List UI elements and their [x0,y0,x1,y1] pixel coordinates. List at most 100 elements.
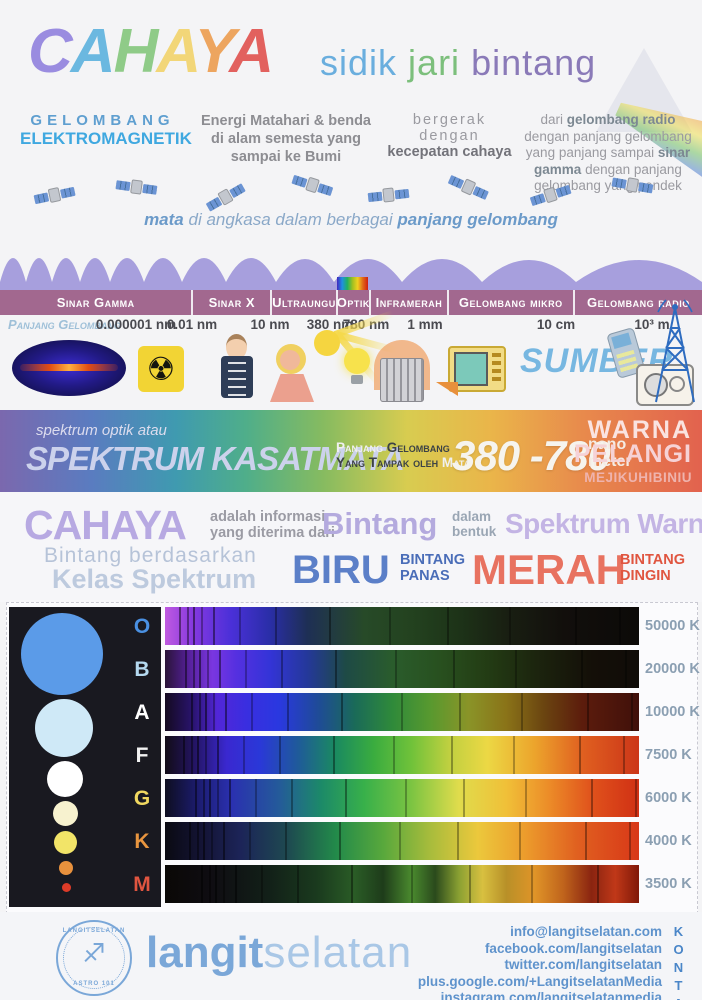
band-inframerah: Inframerah [369,290,447,315]
title-letter: C [28,17,73,86]
absorption-lines [183,736,185,774]
band-ultraungu: Ultraungu [270,290,335,315]
satellites-row [0,174,702,214]
temperature-label: 50000 K [645,618,700,634]
satellite-icon [447,172,490,201]
cahaya-word: CAHAYA [24,502,187,548]
bintang-dingin-text: BINTANG DINGIN [620,552,685,584]
temperature-column: 50000 K 20000 K 10000 K 7500 K 6000 K 40… [645,607,700,908]
absorption-lines [201,865,203,903]
spectrum-row-M [165,865,639,903]
title-letter: A [70,17,116,86]
class-letter-A: A [134,701,150,724]
temperature-label: 6000 K [645,790,692,806]
absorption-lines [191,693,193,731]
optical-rainbow-chip [337,277,368,290]
temperature-label: 10000 K [645,704,700,720]
star-circle-G [53,801,78,826]
spectrum-row-K [165,822,639,860]
absorption-lines [195,779,197,817]
temperature-label: 7500 K [645,747,692,763]
wavelength-row: Panjang Gelombang 0.000001 nm 0.01 nm 10… [0,317,702,335]
kontak-label: KONTAK [671,924,686,1000]
star-info-section: CAHAYA adalah informasi yang diterima da… [0,492,702,602]
warna-pelangi-block: WARNA PELANGI MEJIKUHIBINIU [573,416,692,486]
star-circle-F [47,761,83,797]
contact-googleplus: plus.google.com/+LangitselatanMedia [417,973,662,989]
spectra-rows [165,607,639,908]
visible-spectrum-band: spektrum optik atau SPEKTRUM KASATMATA P… [0,410,702,492]
bintang-word: Bintang [322,506,438,541]
title-letter: H [113,17,159,86]
page-title: CAHAYA [28,16,274,87]
temperature-label: 4000 K [645,833,692,849]
band-optik: Optik [335,290,369,315]
energy-text: Energi Matahari & benda di alam semesta … [200,113,371,165]
class-letter-F: F [135,744,149,767]
footer: LANGITSELATAN ♐ ASTRO 101 langitselatan … [0,912,702,1000]
langitselatan-stamp-logo: LANGITSELATAN ♐ ASTRO 101 [56,920,132,996]
header: CAHAYA sidik jari bintang [0,0,702,105]
temperature-label: 20000 K [645,661,700,677]
bintang-panas-text: BINTANG PANAS [400,552,465,584]
visible-pre-title: spektrum optik atau [36,422,167,439]
temperature-label: 3500 K [645,876,692,892]
contact-instagram: instagram.com/langitselatanmedia [440,990,662,1000]
satellite-icon [367,186,410,204]
biru-word: BIRU [292,548,390,592]
wavelength-value: 0.01 nm [166,317,218,332]
title-letter: Y [194,17,232,86]
langitselatan-wordmark: langitselatan [146,928,413,977]
gamma-sky-map-icon [12,340,126,396]
absorption-lines [179,607,181,645]
contact-twitter: twitter.com/langitselatan [504,957,662,972]
wavelength-value: 10 nm [250,317,290,332]
wavelength-value: 10³ m [634,317,670,332]
band-sinar-x: Sinar X [191,290,270,315]
class-letter-G: G [133,787,151,810]
satellite-icon [529,182,572,208]
star-size-panel: O B A F G K M [9,607,161,907]
star-circle-O [21,613,103,695]
wavelength-value: 1 mm [407,317,443,332]
sagittarius-icon: ♐ [82,938,106,968]
star-circle-M2 [62,883,71,892]
satellite-icon [291,172,334,198]
satellites-caption: mata di angkasa dalam berbagai panjang g… [144,210,558,229]
heater-icon [374,340,430,402]
star-circle-A [35,699,93,757]
band-gelombang-radio: Gelombang radio [572,290,702,315]
absorption-lines [189,822,191,860]
spectrum-row-O [165,607,639,645]
contact-facebook: facebook.com/langitselatan [484,940,662,956]
spectrum-row-G [165,779,639,817]
em-heading: GELOMBANG ELEKTROMAGNETIK [20,112,192,148]
visible-title: SPEKTRUM KASATMATA [26,440,405,477]
light-bulb-icon [344,348,370,388]
speed-text: bergerak dengan kecepatan cahaya [387,112,512,160]
visible-range: 380 -780 [452,432,611,479]
contact-list: info@langitselatan.com facebook.com/lang… [418,924,662,1000]
star-circle-M1 [59,861,73,875]
page-subtitle: sidik jari bintang [320,42,597,83]
range-text: dari gelombang radio dengan panjang gelo… [524,112,692,193]
satellite-icon [33,184,76,206]
spectrum-row-A [165,693,639,731]
radio-tower-icon [648,298,702,413]
xray-boy-icon [214,334,260,402]
intro-section: GELOMBANG ELEKTROMAGNETIK Energi Matahar… [0,108,702,193]
spectrum-row-B [165,650,639,688]
kelas-spektrum-text: Kelas Spektrum [52,564,257,594]
star-circle-K [54,831,77,854]
satellite-icon [115,177,158,197]
spectrum-row-F [165,736,639,774]
spectral-class-chart: O B A F G K M 50000 K 20000 K 10000 K 75… [6,602,700,914]
merah-word: MERAH [472,546,626,593]
dalam-bentuk-text: dalam bentuk [452,509,497,539]
title-letter: A [156,17,196,86]
satellite-icon [204,181,247,214]
sources-row: ☢ SUMBER [0,299,702,408]
uv-sunbather-icon [266,310,398,404]
class-letter-O: O [133,615,151,638]
